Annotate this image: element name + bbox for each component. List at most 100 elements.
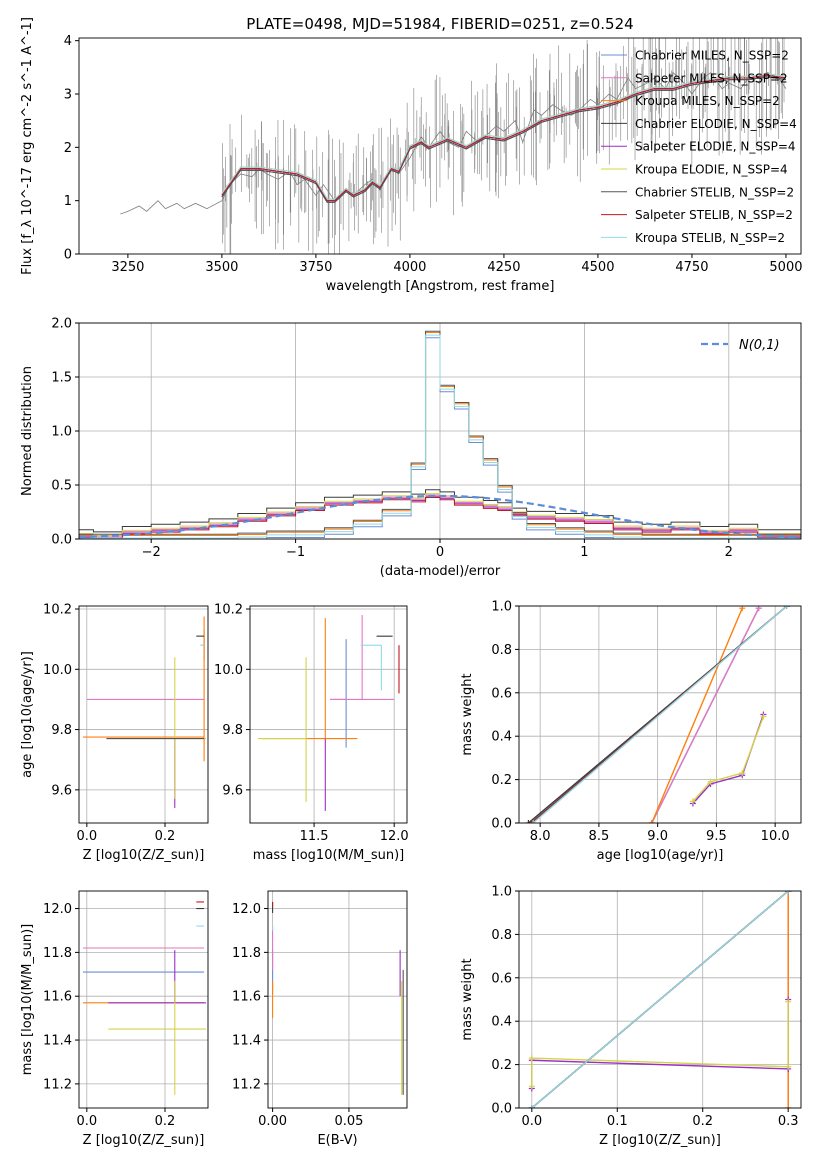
y-tick-label: 0.6 — [491, 686, 512, 701]
x-axis-label: E(B-V) — [317, 1133, 357, 1148]
y-tick-label: 2 — [64, 141, 72, 156]
legend-label-3: Chabrier ELODIE, N_SSP=4 — [635, 117, 797, 131]
figure-title: PLATE=0498, MJD=51984, FIBERID=0251, z=0… — [246, 15, 633, 33]
y-tick-label: 9.6 — [51, 783, 72, 798]
x-tick-label: 0.3 — [778, 1114, 799, 1129]
weight-marker-8 — [530, 820, 537, 823]
axes-frame — [249, 605, 408, 824]
x-tick-label: 4000 — [393, 260, 426, 275]
panel-age_vs_Z: 0.0 0.2 9.6 9.8 10.0 10.2 Z [log10(Z/Z_sun)] ag… — [20, 603, 209, 863]
axes-frame — [78, 605, 209, 824]
weight-marker-5 — [689, 798, 696, 805]
y-tick-label: 0.2 — [491, 1058, 512, 1073]
y-axis-label: mass [log10(M/M_sun)] — [20, 924, 35, 1076]
weight-marker-6 — [527, 820, 534, 823]
model-line-8 — [221, 73, 787, 200]
x-tick-label: −1 — [286, 545, 305, 560]
x-tick-label: 4250 — [487, 260, 520, 275]
x-tick-label: 0.2 — [155, 829, 176, 844]
plot-area — [120, 38, 787, 254]
weight-marker-5 — [528, 1083, 535, 1090]
x-tick-label: 9.5 — [706, 829, 727, 844]
y-tick-label: 10.2 — [43, 603, 72, 618]
y-tick-label: 3 — [64, 88, 72, 103]
y-tick-label: 0.2 — [491, 773, 512, 788]
histogram-7 — [79, 497, 801, 539]
y-tick-label: 1.0 — [51, 425, 72, 440]
y-axis-label: mass weight — [460, 958, 475, 1040]
axes-frame — [518, 605, 802, 824]
weight-marker-8 — [785, 891, 792, 894]
y-tick-label: 4 — [64, 34, 72, 49]
x-tick-label: 0.0 — [521, 1114, 542, 1129]
x-axis-label: (data-model)/error — [380, 564, 501, 579]
plot-area — [82, 616, 207, 808]
y-tick-label: 0.0 — [491, 1102, 512, 1117]
y-tick-label: 0.4 — [491, 730, 512, 745]
weight-marker-2 — [648, 820, 655, 823]
weight-line-2 — [651, 607, 743, 823]
panel-mass_vs_EBV: 0.00 0.05 11.2 11.4 11.6 11.8 12.0 E(B-V) — [232, 890, 408, 1148]
weight-marker-5 — [760, 713, 767, 720]
y-tick-label: 9.8 — [51, 723, 72, 738]
x-tick-label: 4750 — [675, 260, 708, 275]
y-axis-label: Normed distribution — [20, 366, 35, 496]
weight-line-8 — [531, 891, 789, 1108]
y-tick-label: 12.0 — [43, 902, 72, 917]
x-axis-label: age [log10(age/yr)] — [597, 848, 724, 863]
weight-marker-8 — [528, 1105, 535, 1108]
weight-marker-2 — [785, 1105, 792, 1108]
y-tick-label: 11.8 — [43, 946, 72, 961]
y-tick-label: 9.8 — [222, 723, 243, 738]
weight-line-5 — [692, 716, 765, 802]
plot-area — [528, 891, 792, 1108]
x-tick-label: 0.00 — [258, 1114, 287, 1129]
x-tick-label: 8.0 — [530, 829, 551, 844]
weight-marker-5 — [739, 770, 746, 777]
axes-frame — [518, 890, 802, 1109]
legend-label-4: Salpeter ELODIE, N_SSP=4 — [635, 140, 796, 154]
y-tick-label: 10.2 — [214, 603, 243, 618]
y-tick-label: 11.4 — [43, 1034, 72, 1049]
x-tick-label: 9.0 — [647, 829, 668, 844]
x-tick-label: 0.0 — [76, 829, 97, 844]
model-line-6 — [221, 76, 787, 203]
x-tick-label: 8.5 — [589, 829, 610, 844]
weight-marker-5 — [707, 778, 714, 785]
y-tick-label: 11.8 — [232, 946, 261, 961]
y-tick-label: 1.5 — [51, 371, 72, 386]
panel-spectrum: 3250 3500 3750 4000 4250 4500 4750 5000 0 1 2 3 4 wav… — [20, 17, 803, 294]
y-tick-label: 11.6 — [232, 990, 261, 1005]
y-tick-label: 11.2 — [232, 1077, 261, 1092]
y-axis-label: mass weight — [460, 673, 475, 755]
y-tick-label: 1.0 — [491, 600, 512, 615]
y-tick-label: 10.0 — [43, 663, 72, 678]
legend-label-2: Kroupa MILES, N_SSP=2 — [635, 94, 780, 108]
y-tick-label: 0.5 — [51, 479, 72, 494]
legend-label-7: Salpeter STELIB, N_SSP=2 — [635, 208, 793, 222]
y-tick-label: 2.0 — [51, 317, 72, 332]
weight-line-8 — [532, 606, 788, 823]
axes-frame — [267, 890, 408, 1109]
y-tick-label: 0.0 — [491, 817, 512, 832]
normal-reference-curve — [79, 494, 801, 539]
plot-area — [258, 615, 400, 811]
y-axis-label: Flux [f_λ 10^-17 erg cm^-2 s^-1 A^-1] — [20, 17, 35, 275]
x-tick-label: 0.2 — [155, 1114, 176, 1129]
weight-marker-7 — [528, 820, 535, 823]
x-tick-label: 0.0 — [76, 1114, 97, 1129]
plot-area — [272, 901, 404, 1095]
x-tick-label: 5000 — [769, 260, 802, 275]
y-tick-label: 0 — [64, 248, 72, 263]
y-tick-label: 9.6 — [222, 783, 243, 798]
weight-line-5 — [531, 1001, 789, 1087]
panel-mass_vs_Z: 0.0 0.2 11.2 11.4 11.6 11.8 12.0 Z [log10(Z/Z_s… — [20, 890, 209, 1148]
y-tick-label: 11.2 — [43, 1077, 72, 1092]
plot-area — [525, 606, 790, 823]
panel-age_vs_mass: 11.5 12.0 9.6 9.8 10.0 10.2 mass [log10(M/M_su… — [214, 603, 409, 863]
x-tick-label: 0.05 — [334, 1114, 363, 1129]
y-axis-label: age [log10(age/yr)] — [20, 651, 35, 778]
weight-marker-8 — [783, 606, 790, 609]
x-tick-label: 3250 — [111, 260, 144, 275]
